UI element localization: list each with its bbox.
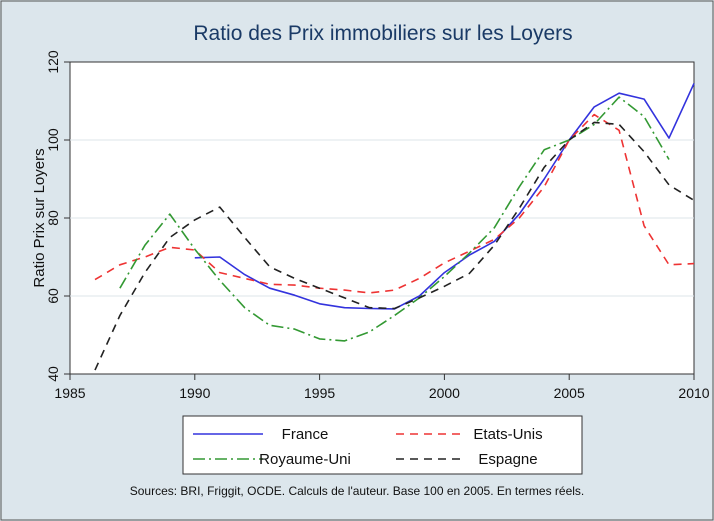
y-axis: 40 60 80 100 120 bbox=[45, 50, 70, 382]
series-line-france bbox=[194, 83, 695, 310]
x-tick-label: 2010 bbox=[678, 385, 709, 401]
legend-label-royaume-uni: Royaume-Uni bbox=[259, 451, 351, 468]
series-line-royaume-uni bbox=[119, 96, 670, 342]
y-tick-label: 80 bbox=[45, 210, 61, 226]
chart-title: Ratio des Prix immobiliers sur les Loyer… bbox=[193, 22, 572, 45]
x-tick-label: 1985 bbox=[54, 385, 85, 401]
grid-lines bbox=[70, 139, 694, 297]
series-lines bbox=[94, 83, 695, 371]
x-tick-label: 2000 bbox=[429, 385, 460, 401]
x-axis: 1985 1990 1995 2000 2005 2010 bbox=[54, 374, 710, 401]
source-note: Sources: BRI, Friggit, OCDE. Calculs de … bbox=[130, 484, 585, 498]
legend-label-espagne: Espagne bbox=[478, 451, 537, 468]
y-tick-label: 40 bbox=[45, 366, 61, 382]
legend-label-etats-unis: Etats-Unis bbox=[473, 426, 542, 443]
x-tick-label: 2005 bbox=[554, 385, 585, 401]
legend: France Etats-Unis Royaume-Uni Espagne bbox=[193, 426, 543, 468]
series-line-espagne bbox=[94, 121, 695, 371]
legend-box bbox=[182, 415, 583, 475]
y-tick-label: 120 bbox=[45, 50, 61, 74]
y-tick-label: 100 bbox=[45, 128, 61, 152]
x-tick-label: 1990 bbox=[179, 385, 210, 401]
y-tick-label: 60 bbox=[45, 288, 61, 304]
legend-label-france: France bbox=[282, 426, 329, 443]
y-axis-title: Ratio Prix sur Loyers bbox=[31, 148, 48, 287]
x-tick-label: 1995 bbox=[304, 385, 335, 401]
series-line-etats-unis bbox=[94, 113, 695, 294]
